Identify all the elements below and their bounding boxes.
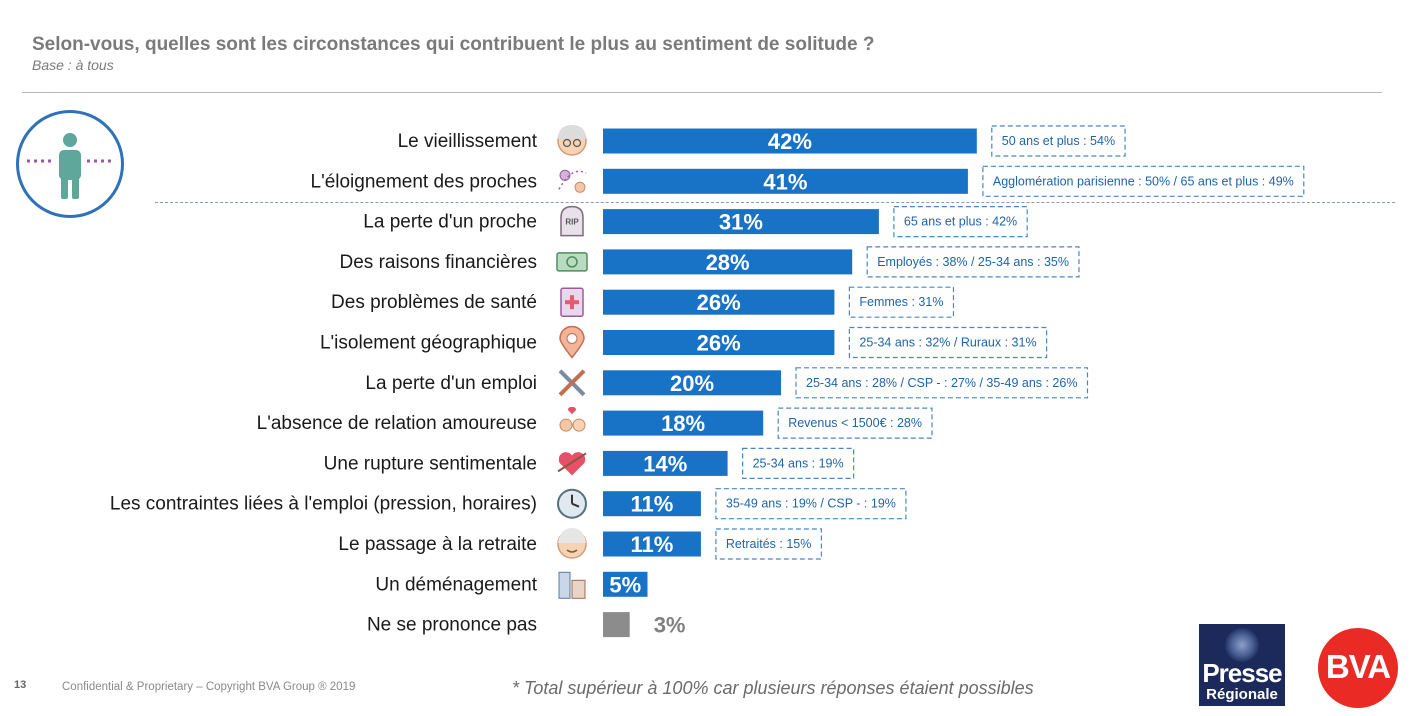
broken-heart-icon (557, 452, 587, 476)
bar (603, 410, 764, 436)
bar (603, 370, 781, 396)
segment-note-box (741, 447, 855, 479)
segment-note-box (848, 326, 1048, 359)
bar (603, 531, 701, 557)
value-label: 20% (670, 371, 714, 396)
category-label: Ne se prononce pas (367, 615, 537, 636)
segment-note: 25-34 ans : 19% (753, 456, 844, 470)
bar (603, 450, 728, 476)
value-label: 41% (763, 169, 807, 194)
page-subtitle: Base : à tous (32, 57, 114, 73)
value-label: 3% (654, 613, 686, 638)
bar (603, 249, 853, 275)
segment-note: Femmes : 31% (859, 295, 943, 309)
presse-regionale-logo: Presse Régionale (1199, 624, 1285, 706)
category-label: Des raisons financières (340, 252, 537, 273)
segment-note: 35-49 ans : 19% / CSP - : 19% (726, 497, 896, 511)
category-label: Les contraintes liées à l'emploi (pressi… (110, 494, 537, 515)
category-label: L'isolement géographique (320, 333, 537, 354)
segment-note: 25-34 ans : 28% / CSP - : 27% / 35-49 an… (806, 376, 1077, 390)
copyright-text: Confidential & Proprietary – Copyright B… (62, 681, 356, 693)
category-label: L'absence de relation amoureuse (257, 413, 537, 434)
value-label: 18% (661, 411, 705, 436)
segment-note-box (777, 407, 933, 439)
category-label: La perte d'un emploi (365, 373, 537, 394)
segment-note-box (982, 165, 1305, 197)
footnote: * Total supérieur à 100% car plusieurs r… (512, 678, 1034, 698)
value-label: 26% (697, 290, 741, 315)
segment-note-box (848, 286, 955, 318)
value-label: 11% (631, 492, 674, 517)
category-label: La perte d'un proche (363, 212, 537, 233)
tombstone-icon: RIP (560, 205, 584, 237)
bar (603, 289, 835, 315)
bar (603, 491, 701, 517)
bar (603, 330, 835, 355)
distant-people-icon (558, 169, 587, 193)
page-title: Selon-vous, quelles sont les circonstanc… (32, 34, 875, 55)
bva-logo: BVA (1318, 628, 1398, 708)
category-label: Des problèmes de santé (331, 292, 537, 313)
segment-note: 50 ans et plus : 54% (1002, 134, 1115, 148)
segment-note: 65 ans et plus : 42% (904, 215, 1017, 229)
segment-note-box (795, 367, 1089, 399)
couple-heart-icon (559, 406, 586, 432)
retiree-face-icon (557, 528, 587, 559)
value-label: 26% (697, 331, 741, 356)
person-icon (16, 110, 124, 218)
banknote-icon (556, 252, 588, 272)
segment-note-box (715, 488, 907, 520)
tools-icon (558, 369, 586, 397)
category-label: Le passage à la retraite (338, 534, 537, 555)
value-label: 5% (609, 572, 641, 597)
bar (603, 168, 968, 194)
category-label: Une rupture sentimentale (324, 453, 537, 474)
segment-note: Employés : 38% / 25-34 ans : 35% (877, 255, 1069, 269)
value-label: 31% (719, 210, 763, 235)
bar (603, 612, 630, 638)
medical-file-icon (560, 287, 584, 317)
segment-note-box (866, 246, 1080, 278)
svg-text:RIP: RIP (565, 218, 579, 227)
segment-note-box (715, 528, 822, 560)
top-items-separator (155, 202, 1395, 203)
page-number: 13 (14, 679, 27, 691)
value-label: 42% (768, 129, 812, 154)
header-divider (22, 92, 1382, 93)
category-label: L'éloignement des proches (311, 171, 538, 192)
category-label: Le vieillissement (398, 131, 538, 152)
value-label: 14% (643, 451, 687, 476)
segment-note-box (893, 206, 1028, 238)
segment-note-box (991, 125, 1126, 157)
value-label: 11% (631, 532, 674, 557)
clock-icon (557, 488, 587, 519)
segment-note: Agglomération parisienne : 50% / 65 ans … (993, 174, 1294, 188)
segment-note: 25-34 ans : 32% / Ruraux : 31% (859, 336, 1036, 350)
bar (603, 209, 879, 235)
category-label: Un déménagement (375, 574, 537, 595)
buildings-icon (558, 571, 586, 599)
bar (603, 571, 648, 597)
value-label: 28% (706, 250, 750, 275)
location-pin-icon (559, 325, 585, 359)
bar (603, 128, 977, 154)
segment-note: Revenus < 1500€ : 28% (788, 416, 922, 430)
segment-note: Retraités : 15% (726, 537, 811, 551)
elderly-face-icon (557, 125, 587, 156)
